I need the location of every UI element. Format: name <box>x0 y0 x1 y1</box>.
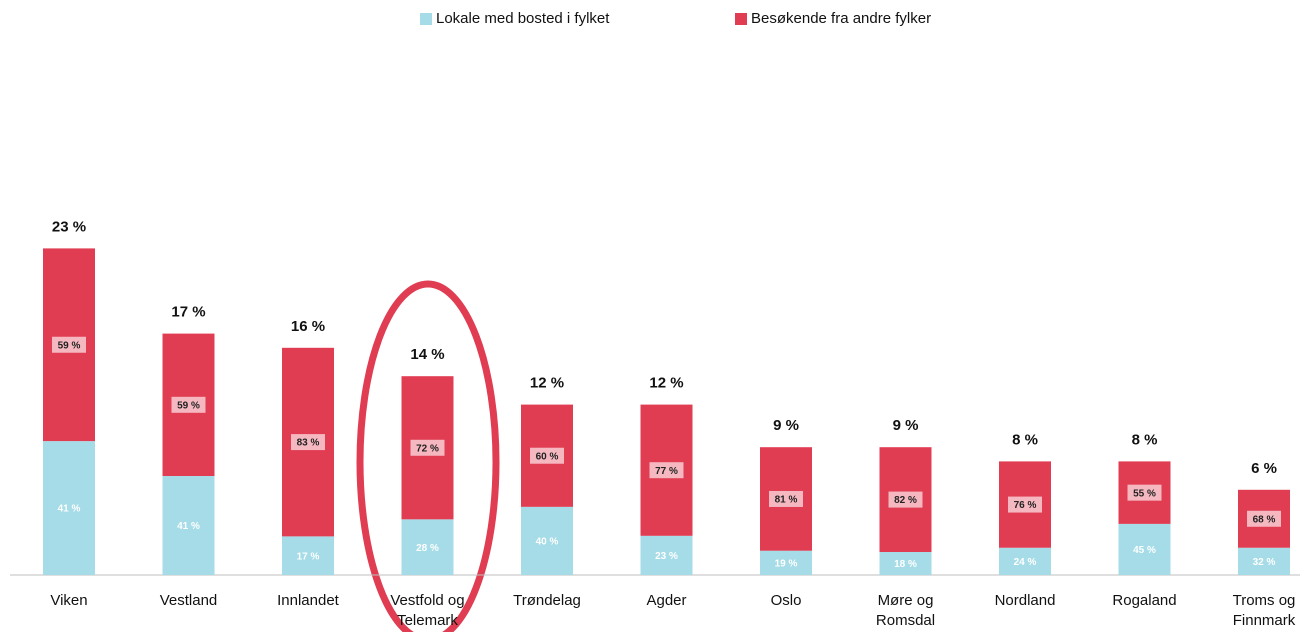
value-label: 17 % <box>297 551 320 562</box>
x-tick-label: Innlandet <box>277 592 339 609</box>
legend-label: Besøkende fra andre fylker <box>751 10 931 27</box>
value-label: 45 % <box>1133 545 1156 556</box>
value-label: 82 % <box>894 495 917 506</box>
x-tick-label: Trøndelag <box>513 592 581 609</box>
highlight-ellipse <box>356 280 500 632</box>
total-label: 8 % <box>1132 431 1158 448</box>
bar-segment <box>640 535 693 575</box>
x-tick-label: Agder <box>646 592 687 609</box>
bar-segment <box>401 519 454 575</box>
value-label: 68 % <box>1253 514 1276 525</box>
value-label: 18 % <box>894 559 917 570</box>
value-label: 24 % <box>1014 557 1037 568</box>
value-label: 23 % <box>655 551 678 562</box>
value-label: 76 % <box>1014 500 1037 511</box>
bar-segment <box>162 476 215 575</box>
bar-segment <box>999 547 1051 575</box>
value-label: 59 % <box>177 400 200 411</box>
value-label: 19 % <box>775 558 798 569</box>
value-label-box <box>171 396 206 413</box>
x-tick-label: Vestfold og Telemark <box>390 592 465 629</box>
total-label: 17 % <box>171 304 205 321</box>
bar-segment <box>282 536 334 575</box>
bar-segment <box>43 441 95 575</box>
bar-segment <box>879 551 932 575</box>
total-label: 12 % <box>530 375 564 392</box>
value-label: 72 % <box>416 443 439 454</box>
value-label-box <box>769 490 803 507</box>
x-tick-label: Viken <box>50 592 88 609</box>
value-label-box <box>530 447 564 464</box>
value-label-box <box>410 439 445 456</box>
bar-segment <box>1238 547 1290 575</box>
legend-swatch <box>420 13 432 25</box>
total-label: 6 % <box>1251 460 1277 477</box>
value-label: 59 % <box>58 340 81 351</box>
value-label: 77 % <box>655 466 678 477</box>
value-label: 60 % <box>536 451 559 462</box>
value-label: 32 % <box>1253 557 1276 568</box>
total-label: 9 % <box>893 417 919 434</box>
value-label: 41 % <box>58 504 81 515</box>
total-label: 23 % <box>52 218 86 235</box>
legend-swatch <box>735 13 747 25</box>
value-label-box <box>1008 496 1042 513</box>
x-tick-label: Rogaland <box>1112 592 1177 609</box>
value-label: 55 % <box>1133 488 1156 499</box>
value-label: 40 % <box>536 537 559 548</box>
total-label: 9 % <box>773 417 799 434</box>
x-tick-label: Nordland <box>994 592 1056 609</box>
legend-label: Lokale med bosted i fylket <box>436 10 610 27</box>
value-label-box <box>52 336 86 353</box>
value-label-box <box>888 491 923 508</box>
bar-segment <box>760 550 812 575</box>
value-label-box <box>1247 510 1281 527</box>
x-tick-label: Oslo <box>770 592 802 609</box>
bar-segment <box>1118 523 1171 575</box>
total-label: 14 % <box>410 346 444 363</box>
value-label: 41 % <box>177 521 200 532</box>
value-label-box <box>291 434 325 451</box>
value-label: 81 % <box>775 495 798 506</box>
x-tick-label: Troms og Finnmark <box>1232 592 1296 629</box>
total-label: 8 % <box>1012 431 1038 448</box>
value-label-box <box>1127 484 1162 501</box>
x-tick-label: Vestland <box>159 592 218 609</box>
value-label-box <box>649 462 684 479</box>
value-label: 83 % <box>297 438 320 449</box>
total-label: 12 % <box>649 375 683 392</box>
total-label: 16 % <box>291 318 325 335</box>
x-tick-label: Møre og Romsdal <box>875 592 936 629</box>
bar-segment <box>521 506 573 575</box>
value-label: 28 % <box>416 543 439 554</box>
